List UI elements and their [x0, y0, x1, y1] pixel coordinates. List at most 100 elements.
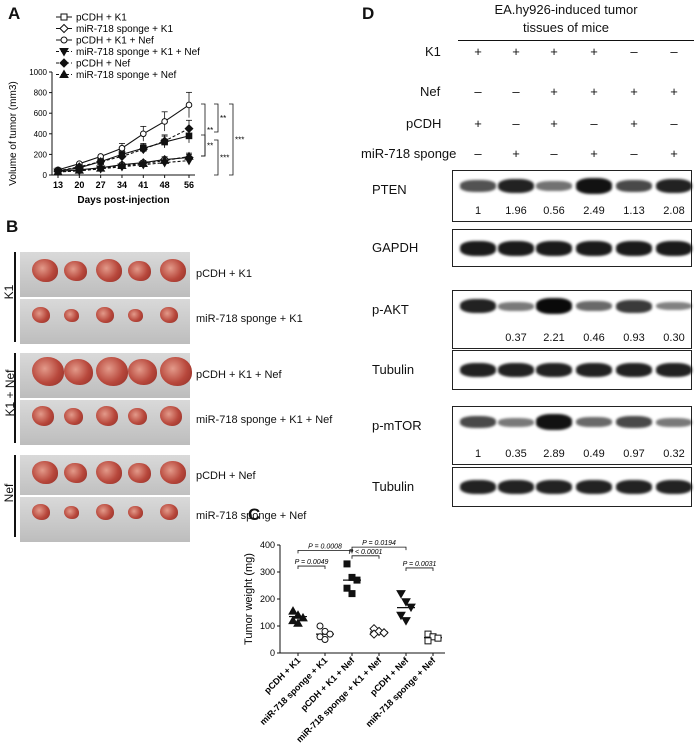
condition-symbol: –	[630, 146, 638, 161]
tumor-specimen	[160, 504, 178, 521]
row-label: miR-718 sponge + K1	[196, 313, 303, 325]
y-tick-label: 400	[260, 540, 275, 550]
tumor-specimen	[128, 358, 157, 385]
tumor-specimen	[128, 505, 143, 519]
blot-title-line1: EA.hy926-induced tumor	[494, 2, 638, 17]
blot-band	[576, 240, 612, 256]
data-point	[184, 124, 194, 134]
pvalue-label: P = 0.0194	[362, 540, 396, 547]
blot-band	[536, 479, 572, 495]
y-tick-label: 800	[34, 89, 48, 98]
data-point	[160, 136, 170, 146]
blot-band	[656, 178, 692, 194]
tumor-specimen	[160, 259, 186, 283]
sig-bracket	[214, 139, 219, 176]
condition-label: miR-718 sponge	[361, 146, 457, 161]
data-point	[353, 576, 361, 584]
row-label: miR-718 sponge + K1 + Nef	[196, 414, 333, 426]
legend-marker	[59, 69, 69, 78]
blot-band	[460, 180, 496, 192]
legend-label: pCDH + Nef	[76, 59, 130, 70]
blot-band	[656, 417, 692, 427]
legend-label: miR-718 sponge + K1	[76, 24, 173, 35]
condition-symbol: +	[474, 44, 482, 59]
data-point	[140, 130, 147, 138]
condition-symbol: +	[630, 116, 638, 131]
data-point	[288, 615, 298, 625]
group-label: Nef	[2, 483, 16, 503]
tumor-specimen	[64, 505, 79, 519]
condition-symbol: –	[512, 116, 520, 131]
pvalue-brackets: P = 0.0008 P = 0.0194 P < 0.0001 P = 0.0049…	[295, 540, 437, 571]
condition-symbol: +	[512, 146, 520, 161]
blot-pten	[452, 170, 692, 222]
legend-label: pCDH + K1 + Nef	[76, 36, 154, 47]
row-label: pCDH + Nef	[196, 470, 256, 482]
blot-title-line2: tissues of mice	[523, 20, 609, 35]
y-tick-label: 200	[34, 150, 48, 159]
quant-value: 1.13	[623, 205, 645, 217]
blot-band	[656, 301, 692, 311]
condition-symbol: +	[590, 84, 598, 99]
blot-band	[498, 240, 534, 256]
data-point	[434, 634, 442, 642]
blot-label: GAPDH	[372, 240, 419, 255]
tumor-specimen	[160, 461, 186, 485]
blot-band	[498, 362, 534, 378]
data-point	[316, 622, 324, 630]
blot-tubulin	[452, 467, 692, 507]
tumor-specimen	[96, 504, 114, 521]
quant-value: 0.37	[505, 332, 527, 344]
quant-value: 2.08	[663, 205, 685, 217]
blot-band	[616, 362, 652, 378]
tumor-specimen	[64, 358, 93, 385]
sig-bracket	[201, 134, 206, 157]
blot-band	[656, 240, 692, 256]
y-tick-label: 100	[260, 621, 275, 631]
condition-symbol: –	[590, 116, 598, 131]
y-tick-label: 300	[260, 567, 275, 577]
tumor-specimen	[96, 406, 118, 426]
blot-band	[576, 417, 612, 427]
data-point	[379, 628, 389, 638]
blot-band	[616, 479, 652, 495]
tumor-specimen	[64, 260, 87, 282]
pvalue-label: P = 0.0031	[403, 561, 437, 568]
x-tick-label: 41	[138, 180, 148, 190]
blot-band	[616, 299, 652, 313]
blot-band	[536, 181, 572, 191]
blot-p-mtor	[452, 406, 692, 465]
tumor-specimen	[160, 406, 182, 426]
tumor-specimen	[32, 307, 50, 324]
y-tick-label: 0	[43, 171, 48, 180]
tumor-specimen	[96, 357, 128, 386]
blot-band	[536, 298, 572, 314]
blot-band	[656, 362, 692, 378]
panel-label-b: B	[6, 217, 19, 236]
tumor-specimen	[160, 357, 192, 386]
legend-marker	[60, 36, 68, 44]
data-point	[424, 637, 432, 645]
blot-label: p-mTOR	[372, 418, 422, 433]
data-point	[138, 144, 148, 154]
blot-band	[498, 301, 534, 311]
sig-label: ***	[235, 136, 244, 145]
quant-value: 1.96	[505, 205, 527, 217]
quant-value: 2.49	[583, 205, 605, 217]
row-label: pCDH + K1	[196, 268, 252, 280]
blot-band	[460, 240, 496, 256]
tumor-specimen	[64, 462, 87, 484]
condition-label: pCDH	[406, 116, 442, 131]
tumor-specimen	[96, 259, 122, 283]
data-point	[293, 610, 303, 619]
quant-value: 0.32	[663, 448, 685, 460]
x-tick-label: 20	[74, 180, 84, 190]
data-point	[396, 590, 406, 599]
blot-gapdh	[452, 229, 692, 267]
data-point	[184, 151, 194, 160]
y-tick-label: 600	[34, 109, 48, 118]
legend-label: miR-718 sponge + K1 + Nef	[76, 47, 200, 58]
data-point	[117, 151, 127, 161]
row-label: miR-718 sponge + Nef	[196, 510, 307, 522]
